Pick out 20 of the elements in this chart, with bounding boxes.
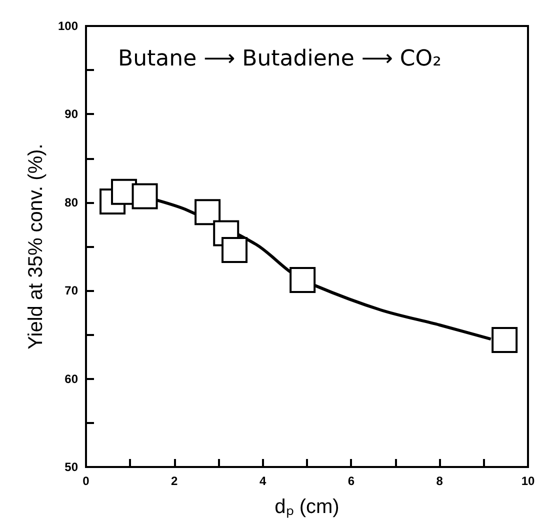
y-tick-label: 90 <box>64 107 78 122</box>
y-tick-label: 60 <box>64 372 78 386</box>
x-tick-label: 4 <box>259 474 266 488</box>
x-tick-label: 2 <box>171 474 178 488</box>
y-tick-label: 80 <box>64 195 78 210</box>
point <box>290 267 316 294</box>
point <box>222 237 248 264</box>
y-tick-label: 70 <box>64 284 78 298</box>
y-tick-label: 50 <box>64 460 78 474</box>
y-axis-title: Yield at 35% conv. (%). <box>25 144 47 350</box>
x-tick-label: 6 <box>348 474 355 488</box>
x-tick-label: 0 <box>82 474 90 488</box>
x-axis-title: dₚ (cm) <box>274 496 340 518</box>
x-tick-label: 8 <box>436 474 444 488</box>
annotation: Butane ⟶ Butadiene ⟶ CO₂ <box>118 46 442 72</box>
point <box>194 199 221 226</box>
point <box>132 183 158 210</box>
point <box>492 326 518 353</box>
x-tick-label: 10 <box>521 474 535 488</box>
y-tick-label: 100 <box>58 19 78 33</box>
